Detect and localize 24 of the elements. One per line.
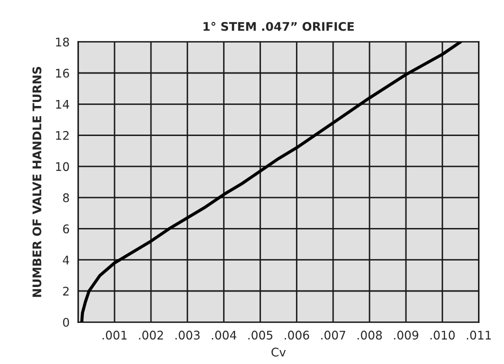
- y-tick-label: 10: [56, 162, 69, 172]
- y-tick-label: 0: [63, 318, 70, 327]
- x-tick-label: .005: [248, 330, 272, 340]
- chart-title: 1° STEM .047” ORIFICE: [204, 22, 354, 31]
- x-tick-label: .001: [102, 330, 127, 340]
- y-tick-label: 6: [63, 224, 70, 234]
- y-tick-label: 12: [56, 131, 69, 140]
- x-tick-label: .007: [321, 330, 346, 340]
- y-tick-label: 14: [56, 100, 70, 109]
- x-tick-label: .002: [139, 330, 163, 340]
- y-tick-label: 8: [63, 193, 69, 202]
- x-axis-title: Cv: [272, 348, 286, 357]
- x-tick-label: .008: [358, 330, 382, 340]
- x-tick-label: .006: [284, 330, 310, 340]
- x-tick-label: .003: [176, 330, 200, 340]
- x-tick-label: .010: [430, 330, 455, 340]
- x-tick-label: .011: [466, 330, 491, 340]
- y-tick-label: 4: [62, 256, 70, 264]
- y-tick-label: 18: [56, 38, 69, 47]
- x-tick-label: .009: [394, 330, 418, 340]
- y-tick-label: 2: [63, 286, 69, 296]
- y-axis-title: NUMBER OF VALVE HANDLE TURNS: [32, 66, 42, 297]
- y-tick-label: 16: [56, 68, 70, 78]
- x-tick-label: .004: [212, 330, 236, 340]
